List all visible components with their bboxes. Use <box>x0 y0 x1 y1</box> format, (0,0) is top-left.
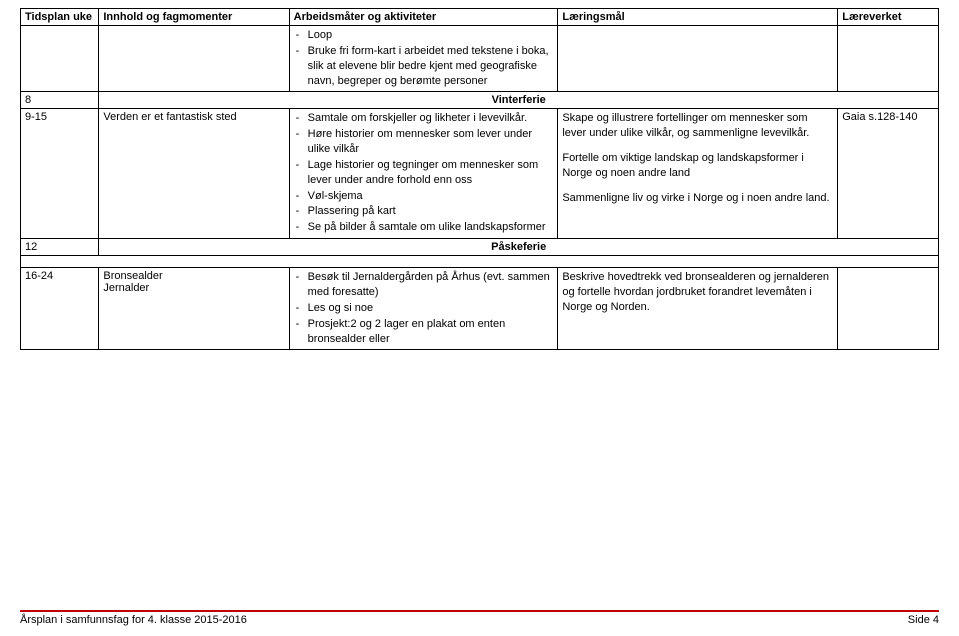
list-item: Plassering på kart <box>294 204 554 219</box>
list-item: Prosjekt:2 og 2 lager en plakat om enten… <box>294 317 554 347</box>
table-header-row: Tidsplan uke Innhold og fagmomenter Arbe… <box>21 9 939 26</box>
goal-text: Sammenligne liv og virke i Norge og i no… <box>562 191 833 206</box>
cell-tid: 16-24 <box>21 268 99 350</box>
cell-tid: 9-15 <box>21 109 99 239</box>
cell-laer <box>558 26 838 92</box>
list-item: Besøk til Jernaldergården på Århus (evt.… <box>294 270 554 300</box>
cell-arb: Besøk til Jernaldergården på Århus (evt.… <box>289 268 558 350</box>
list-item: Les og si noe <box>294 301 554 316</box>
cell-ver <box>838 26 939 92</box>
list-item: Lage historier og tegninger om mennesker… <box>294 158 554 188</box>
list-item: Loop <box>294 28 554 43</box>
cell-tid: 8 <box>21 92 99 109</box>
footer-row: Årsplan i samfunnsfag for 4. klasse 2015… <box>20 614 939 626</box>
list-item: Se på bilder å samtale om ulike landskap… <box>294 220 554 235</box>
cell-inn: Bronsealder Jernalder <box>99 268 289 350</box>
topic-text: Bronsealder <box>103 270 284 282</box>
cell-holiday: Vinterferie <box>99 92 939 109</box>
activity-list: Loop Bruke fri form-kart i arbeidet med … <box>294 28 554 88</box>
footer-divider <box>20 610 939 612</box>
goal-text: Beskrive hovedtrekk ved bronsealderen og… <box>562 270 833 315</box>
table-row-paskeferie: 12 Påskeferie <box>21 239 939 256</box>
cell-inn: Verden er et fantastisk sted <box>99 109 289 239</box>
cell-arb: Loop Bruke fri form-kart i arbeidet med … <box>289 26 558 92</box>
cell-inn <box>99 26 289 92</box>
list-item: Høre historier om mennesker som lever un… <box>294 127 554 157</box>
footer-page-number: Side 4 <box>908 614 939 626</box>
goal-text: Fortelle om viktige landskap og landskap… <box>562 151 833 181</box>
cell-arb: Samtale om forskjeller og likheter i lev… <box>289 109 558 239</box>
list-item: Vøl-skjema <box>294 189 554 204</box>
page-footer: Årsplan i samfunnsfag for 4. klasse 2015… <box>20 610 939 626</box>
cell-laer: Skape og illustrere fortellinger om menn… <box>558 109 838 239</box>
table-row-spacer <box>21 256 939 268</box>
col-header-laereverket: Læreverket <box>838 9 939 26</box>
table-row: 9-15 Verden er et fantastisk sted Samtal… <box>21 109 939 239</box>
goal-text: Skape og illustrere fortellinger om menn… <box>562 111 833 141</box>
cell-tid: 12 <box>21 239 99 256</box>
footer-left-text: Årsplan i samfunnsfag for 4. klasse 2015… <box>20 614 247 626</box>
activity-list: Samtale om forskjeller og likheter i lev… <box>294 111 554 235</box>
col-header-laeringsmal: Læringsmål <box>558 9 838 26</box>
curriculum-table: Tidsplan uke Innhold og fagmomenter Arbe… <box>20 8 939 350</box>
table-row: Loop Bruke fri form-kart i arbeidet med … <box>21 26 939 92</box>
col-header-arbeidsmater: Arbeidsmåter og aktiviteter <box>289 9 558 26</box>
cell-tid <box>21 26 99 92</box>
activity-list: Besøk til Jernaldergården på Århus (evt.… <box>294 270 554 346</box>
col-header-tidsplan: Tidsplan uke <box>21 9 99 26</box>
col-header-innhold: Innhold og fagmomenter <box>99 9 289 26</box>
table-row: 16-24 Bronsealder Jernalder Besøk til Je… <box>21 268 939 350</box>
table-row-vinterferie: 8 Vinterferie <box>21 92 939 109</box>
topic-text: Jernalder <box>103 282 284 294</box>
list-item: Bruke fri form-kart i arbeidet med tekst… <box>294 44 554 89</box>
cell-holiday: Påskeferie <box>99 239 939 256</box>
cell-ver <box>838 268 939 350</box>
spacer-cell <box>21 256 939 268</box>
cell-ver: Gaia s.128-140 <box>838 109 939 239</box>
list-item: Samtale om forskjeller og likheter i lev… <box>294 111 554 126</box>
cell-laer: Beskrive hovedtrekk ved bronsealderen og… <box>558 268 838 350</box>
